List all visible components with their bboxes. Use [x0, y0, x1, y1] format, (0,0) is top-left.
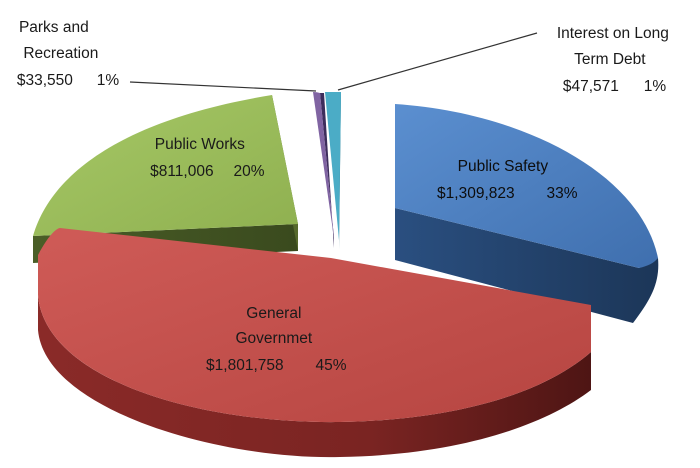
label-public-safety-value: $1,309,823 [437, 185, 515, 202]
label-parks-recreation-line1: Parks and [19, 19, 89, 36]
slice-parks-recreation-top [313, 92, 334, 238]
label-interest-debt-line1: Interest on Long [557, 25, 669, 42]
slice-general-government-side [38, 295, 591, 458]
label-parks-recreation: Parks and Recreation $33,550 1% [17, 19, 120, 89]
slice-general-government [38, 228, 591, 458]
label-general-government-value: $1,801,758 [206, 357, 284, 374]
label-public-safety-name: Public Safety [458, 158, 549, 175]
label-public-works-value: $811,006 [150, 163, 214, 180]
label-interest-debt-value: $47,571 [563, 78, 619, 95]
slice-interest-debt-top [325, 92, 341, 240]
label-general-government-line2: Governmet [236, 330, 313, 347]
slice-general-government-top [38, 228, 591, 423]
slice-parks-recreation [313, 92, 334, 248]
label-interest-debt: Interest on Long Term Debt $47,571 1% [557, 25, 673, 95]
label-interest-debt-line2: Term Debt [574, 51, 646, 68]
label-public-works-percent: 20% [233, 163, 264, 180]
label-general-government-percent: 45% [315, 357, 346, 374]
label-public-safety: Public Safety $1,309,823 33% [437, 158, 578, 202]
label-parks-recreation-line2: Recreation [23, 45, 98, 62]
label-parks-recreation-value: $33,550 [17, 72, 73, 89]
label-general-government: General Governmet $1,801,758 45% [206, 305, 347, 374]
label-general-government-line1: General [246, 305, 301, 322]
leader-line-parks [129, 81, 317, 92]
label-parks-recreation-percent: 1% [97, 72, 120, 89]
label-public-works-name: Public Works [155, 136, 245, 153]
label-public-works: Public Works $811,006 20% [150, 136, 265, 180]
slice-public-safety-top [395, 104, 658, 268]
slice-public-safety-side [395, 208, 659, 323]
label-interest-debt-percent: 1% [644, 78, 667, 95]
leader-line-interest [337, 32, 538, 91]
label-public-safety-percent: 33% [546, 185, 577, 202]
slice-public-works-top [33, 95, 298, 236]
slice-public-safety [395, 104, 659, 323]
slice-interest-debt [325, 92, 341, 250]
